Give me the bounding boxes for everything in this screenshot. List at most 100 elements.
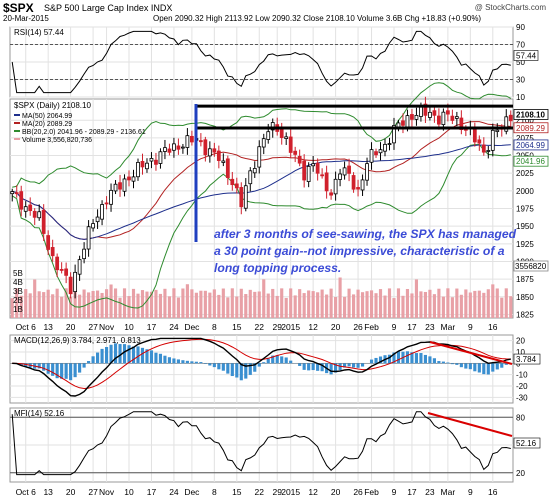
volume-bar	[491, 284, 495, 318]
rsi-value-tag	[513, 50, 539, 61]
candle-body	[477, 139, 482, 144]
volume-axis-label: 4B	[13, 278, 23, 287]
volume-bar	[405, 288, 410, 318]
macd-histogram-bar	[464, 363, 468, 369]
volume-bar	[257, 291, 261, 318]
volume-bar	[199, 290, 203, 318]
candle-body	[454, 116, 459, 119]
volume-bar	[69, 297, 73, 318]
volume-bar	[289, 288, 293, 318]
macd-histogram-bar	[212, 363, 216, 368]
macd-histogram-bar	[185, 360, 189, 364]
macd-line	[12, 337, 511, 397]
macd-histogram-bar	[459, 363, 463, 368]
mfi-x-tick-label: Dec	[184, 487, 200, 497]
volume-bar	[369, 290, 374, 318]
candle-body	[324, 172, 329, 192]
mfi-x-tick-label: 2015	[281, 487, 300, 497]
volume-bar	[248, 289, 252, 318]
macd-histogram-bar	[87, 361, 91, 364]
candle-body	[392, 125, 396, 144]
volume-bar	[113, 288, 118, 318]
volume-value-tag-label: 3556820	[515, 262, 547, 271]
candle-body	[320, 174, 325, 177]
price-x-tick-label: 8	[212, 322, 217, 332]
price-value-tag-label: 2064.99	[516, 141, 545, 150]
mfi-x-tick-label: 20	[66, 487, 76, 497]
mfi-x-tick-label: 10	[124, 487, 134, 497]
volume-bar	[280, 288, 284, 318]
volume-bar	[37, 291, 41, 318]
candle-body	[163, 147, 167, 152]
rsi-panel-y-tick-label: 50	[516, 58, 525, 67]
candle-body	[333, 178, 338, 195]
candle-body	[284, 136, 289, 139]
price-x-tick-label: 17	[407, 322, 417, 332]
candle-body	[221, 160, 226, 163]
volume-bar	[500, 297, 504, 318]
macd-histogram-bar	[96, 352, 100, 364]
macd-histogram-bar	[42, 363, 46, 371]
macd-histogram-bar	[55, 363, 59, 379]
candle-body	[311, 163, 316, 167]
candle-body	[270, 122, 275, 131]
macd-histogram-bar	[495, 363, 499, 370]
candle-body	[73, 271, 78, 293]
candle-body	[95, 216, 100, 223]
candle-body	[32, 210, 37, 218]
price-x-tick-label: Nov	[99, 322, 115, 332]
candle-body	[365, 163, 369, 181]
candle-body	[100, 204, 104, 220]
volume-bar	[28, 293, 32, 318]
candle-body	[338, 173, 342, 180]
price-x-tick-label: 15	[232, 322, 242, 332]
volume-bar	[167, 296, 172, 318]
volume-bar	[42, 292, 46, 318]
candle-body	[243, 185, 248, 209]
macd-histogram-bar	[486, 363, 490, 375]
volume-bar	[347, 288, 351, 318]
volume-bar	[392, 298, 396, 318]
candle-body	[109, 189, 113, 205]
macd-histogram-bar	[122, 344, 127, 364]
macd-histogram-bar	[19, 363, 23, 366]
candle-body	[414, 114, 419, 120]
price-x-tick-label: 23	[425, 322, 435, 332]
volume-bar	[320, 289, 324, 318]
volume-bar	[343, 296, 347, 318]
macd-histogram-bar	[437, 361, 441, 364]
candle-body	[504, 116, 509, 132]
volume-bar	[118, 297, 122, 318]
candle-body	[374, 151, 378, 156]
candle-body	[360, 179, 365, 191]
volume-bar	[104, 289, 109, 318]
price-panel-y-tick-label: 1925	[516, 240, 534, 249]
macd-histogram-bar	[230, 363, 234, 377]
volume-bar	[230, 288, 234, 318]
price-x-tick-label: 20	[331, 322, 341, 332]
price-value-tag-label: 2108.10	[516, 110, 545, 119]
candle-body	[459, 117, 464, 130]
volume-bar	[172, 288, 176, 318]
macd-histogram-bar	[329, 363, 333, 375]
volume-bar	[208, 292, 212, 318]
volume-bar	[212, 289, 216, 318]
price-value-tag-label: 2089.29	[516, 124, 545, 133]
candle-body	[490, 129, 495, 151]
candle-body	[432, 110, 437, 116]
volume-bar	[383, 295, 387, 318]
mfi-x-tick-label: 23	[425, 487, 435, 497]
volume-bar	[203, 290, 207, 318]
macd-panel-frame	[9, 334, 514, 404]
candle-body	[437, 115, 441, 125]
macd-histogram-bar	[491, 363, 495, 372]
candle-body	[212, 148, 217, 153]
candle-body	[190, 135, 194, 143]
legend-entry: MA(50) 2064.99	[22, 113, 72, 120]
macd-histogram-bar	[450, 363, 454, 365]
macd-histogram-bar	[275, 355, 279, 364]
volume-bar	[486, 289, 490, 318]
macd-histogram-bar	[91, 356, 95, 364]
macd-histogram-bar	[190, 361, 194, 364]
volume-bar	[154, 289, 158, 318]
